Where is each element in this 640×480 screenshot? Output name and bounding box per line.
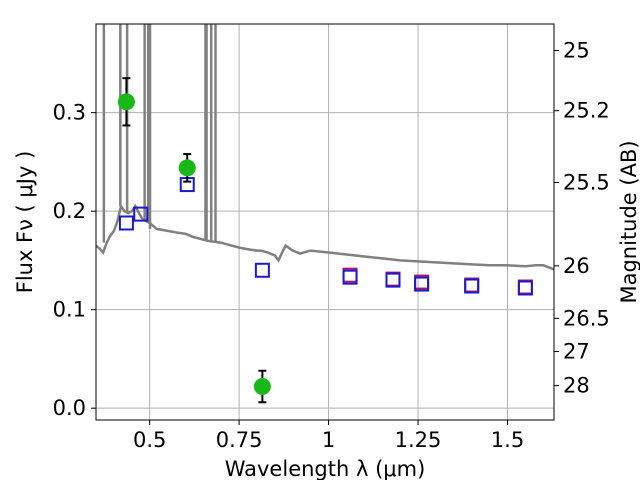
x-axis-title: Wavelength λ (μm) xyxy=(225,457,426,480)
x-tick-label: 1 xyxy=(322,428,335,452)
y2-axis-title: Magnitude (AB) xyxy=(617,140,640,303)
plot-frame xyxy=(95,23,555,421)
y-tick-label: 0.2 xyxy=(53,199,86,223)
model-flux-blue-marker xyxy=(517,280,533,296)
model-spectrum xyxy=(96,24,554,271)
grid-lines xyxy=(96,24,554,420)
x-tick-label: 0.75 xyxy=(216,428,263,452)
model-flux-blue-marker xyxy=(414,276,430,292)
model-spectrum-line xyxy=(96,203,554,271)
y2-tick-label: 25.2 xyxy=(563,99,610,123)
y2-tick-label: 25 xyxy=(563,38,590,62)
model-flux-blue-marker xyxy=(464,278,480,294)
x-tick-label: 0.5 xyxy=(133,428,166,452)
model-flux-blue-marker xyxy=(133,206,149,222)
x-tick-label: 1.25 xyxy=(395,428,442,452)
y-axis: 0.0 0.1 0.2 0.3 xyxy=(53,101,96,420)
y2-tick-label: 25.5 xyxy=(563,170,610,194)
photometry-points xyxy=(117,77,533,404)
y-axis-title: Flux Fν ( μJy ) xyxy=(13,151,37,294)
y2-tick-label: 28 xyxy=(563,374,590,398)
y2-tick-label: 26 xyxy=(563,254,590,278)
observed-flux-point xyxy=(117,93,135,111)
model-flux-blue-marker xyxy=(118,215,134,231)
y2-axis: 25 25.2 25.5 26 26.5 27 28 xyxy=(554,38,610,398)
y-tick-label: 0.3 xyxy=(53,101,86,125)
model-flux-blue-marker xyxy=(342,269,358,285)
model-flux-blue-marker xyxy=(254,262,270,278)
y2-tick-label: 26.5 xyxy=(563,306,610,330)
x-axis: 0.5 0.75 1 1.25 1.5 xyxy=(133,420,524,452)
x-tick-label: 1.5 xyxy=(491,428,524,452)
model-flux-blue-marker xyxy=(385,272,401,288)
observed-flux-point xyxy=(178,159,196,177)
y-tick-label: 0.1 xyxy=(53,298,86,322)
y2-tick-label: 27 xyxy=(563,340,590,364)
y-tick-label: 0.0 xyxy=(53,396,86,420)
observed-flux-point xyxy=(253,378,271,396)
